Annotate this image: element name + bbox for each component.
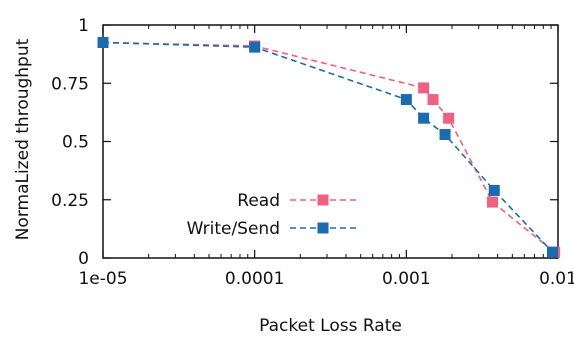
- y-tick-label: 0.25: [51, 191, 89, 211]
- data-point-read: [487, 196, 499, 208]
- data-point-write-send: [418, 112, 430, 124]
- data-point-read: [418, 82, 430, 94]
- data-point-write-send: [400, 94, 412, 106]
- data-point-write-send: [97, 36, 109, 48]
- data-point-read: [427, 94, 439, 106]
- data-point-write-send: [439, 129, 451, 141]
- data-point-read: [443, 112, 455, 124]
- x-axis-label: Packet Loss Rate: [259, 316, 402, 336]
- x-tick-label: 0.0001: [225, 269, 284, 289]
- data-point-write-send: [547, 246, 559, 258]
- y-axis-ticks: 0 0.25 0.5 0.75 1: [51, 16, 558, 269]
- series-layer: [97, 36, 561, 258]
- plot-frame: [102, 24, 559, 259]
- x-tick-label: 1e-05: [78, 269, 127, 289]
- x-tick-label: 0.001: [382, 269, 431, 289]
- data-point-write-send: [488, 184, 500, 196]
- x-axis-ticks: 1e-05 0.0001 0.001 0.01: [78, 25, 574, 289]
- series-line-read: [102, 41, 556, 253]
- y-axis-label: NormaLized throughput: [13, 38, 33, 240]
- x-tick-label: 0.01: [539, 269, 574, 289]
- legend-label: Read: [237, 191, 280, 211]
- y-tick-label: 0.5: [62, 133, 89, 153]
- legend-marker: [317, 194, 329, 206]
- y-tick-label: 0.75: [51, 74, 89, 94]
- y-tick-label: 0: [78, 249, 89, 269]
- legend-label: Write/Send: [187, 219, 280, 239]
- y-tick-label: 1: [78, 16, 89, 36]
- series-line-write-send: [102, 41, 554, 253]
- legend: Read Write/Send: [187, 191, 356, 239]
- legend-marker: [317, 222, 329, 234]
- data-point-write-send: [249, 41, 261, 53]
